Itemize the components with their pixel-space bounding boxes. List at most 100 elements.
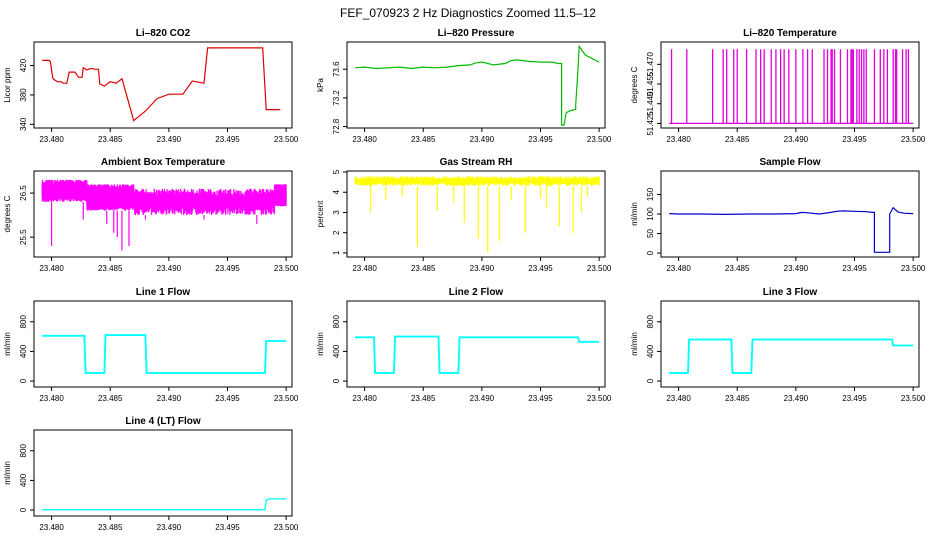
y-tick-label: 0 bbox=[19, 378, 28, 383]
x-tick-label: 23.500 bbox=[901, 264, 926, 273]
noise-band bbox=[354, 176, 600, 187]
plot-area bbox=[669, 338, 914, 374]
y-tick-label: 420 bbox=[19, 58, 28, 72]
y-axis-label: Licor ppm bbox=[3, 67, 12, 102]
y-tick-label: 800 bbox=[646, 315, 655, 329]
noise-band bbox=[273, 184, 287, 207]
y-tick-label: 150 bbox=[646, 187, 655, 201]
y-tick-label: 1 bbox=[332, 250, 341, 255]
x-tick-label: 23.495 bbox=[528, 135, 553, 144]
x-tick-label: 23.495 bbox=[842, 264, 867, 273]
panel-line2: Line 2 Flow ml/min 23.480 23.485 23.490 23.49… bbox=[316, 287, 612, 403]
x-tick-label: 23.495 bbox=[528, 394, 553, 403]
y-tick-label: 0 bbox=[19, 507, 28, 512]
y-tick-label: 800 bbox=[19, 315, 28, 329]
plot-frame bbox=[33, 41, 293, 129]
y-tick-label: 51.470 bbox=[646, 52, 655, 77]
plot-frame bbox=[346, 41, 606, 129]
x-tick-label: 23.490 bbox=[470, 394, 495, 403]
x-tick-label: 23.495 bbox=[215, 264, 240, 273]
x-tick-label: 23.485 bbox=[98, 523, 123, 532]
plot-area bbox=[354, 176, 600, 253]
y-axis-label: ml/min bbox=[630, 332, 639, 356]
x-tick-label: 23.500 bbox=[274, 394, 299, 403]
plot-frame bbox=[346, 300, 606, 388]
x-tick-label: 23.495 bbox=[528, 264, 553, 273]
noise-band bbox=[133, 188, 276, 216]
panel-line3: Line 3 Flow ml/min 23.480 23.485 23.490 23.49… bbox=[630, 287, 926, 403]
series-line-0 bbox=[669, 206, 914, 253]
plot-frame bbox=[660, 170, 920, 258]
x-tick-label: 23.500 bbox=[274, 135, 299, 144]
x-tick-label: 23.480 bbox=[39, 264, 64, 273]
y-tick-label: 51.455 bbox=[646, 71, 655, 96]
series-line-0 bbox=[355, 44, 600, 126]
x-tick-label: 23.485 bbox=[411, 394, 436, 403]
y-tick-label: 0 bbox=[332, 378, 341, 383]
x-tick-label: 23.485 bbox=[725, 264, 750, 273]
series-band bbox=[669, 338, 914, 374]
y-tick-label: 0 bbox=[646, 378, 655, 383]
x-tick-label: 23.500 bbox=[587, 135, 612, 144]
y-tick-label: 51.425 bbox=[646, 111, 655, 136]
plot-frame bbox=[33, 170, 293, 258]
panel-title: Ambient Box Temperature bbox=[101, 157, 226, 168]
x-tick-label: 23.490 bbox=[470, 264, 495, 273]
series-line-0 bbox=[355, 336, 600, 374]
y-tick-label: 400 bbox=[19, 473, 28, 487]
y-tick-label: 800 bbox=[332, 315, 341, 329]
x-tick-label: 23.480 bbox=[352, 264, 377, 273]
series-line-0 bbox=[42, 47, 281, 122]
plot-frame bbox=[33, 429, 293, 517]
plot-frame bbox=[660, 300, 920, 388]
y-tick-label: 400 bbox=[646, 344, 655, 358]
x-tick-label: 23.495 bbox=[215, 135, 240, 144]
x-tick-label: 23.495 bbox=[215, 523, 240, 532]
panel-temperature: Li–820 Temperature degrees C 23.480 23.485 2… bbox=[630, 28, 926, 144]
y-tick-label: 73.6 bbox=[332, 61, 341, 77]
panel-title: Line 3 Flow bbox=[763, 287, 818, 298]
x-tick-label: 23.500 bbox=[274, 264, 299, 273]
y-tick-label: 800 bbox=[19, 444, 28, 458]
x-tick-label: 23.485 bbox=[411, 135, 436, 144]
y-axis-label: percent bbox=[316, 200, 325, 227]
y-tick-label: 50 bbox=[646, 229, 655, 238]
y-tick-label: 25.5 bbox=[19, 229, 28, 245]
x-tick-label: 23.495 bbox=[842, 135, 867, 144]
series-band bbox=[42, 498, 287, 511]
x-tick-label: 23.500 bbox=[587, 264, 612, 273]
plot-area bbox=[355, 44, 600, 126]
plot-area bbox=[669, 49, 914, 125]
y-axis-label: ml/min bbox=[630, 202, 639, 226]
series-line-0 bbox=[42, 498, 287, 511]
panel-pressure: Li–820 Pressure kPa 23.480 23.485 23.490 23.4… bbox=[316, 28, 612, 144]
panel-co2: Li–820 CO2 Licor ppm 23.480 23.485 23.490 23.… bbox=[3, 28, 299, 144]
x-tick-label: 23.490 bbox=[784, 264, 809, 273]
plot-area bbox=[42, 47, 281, 122]
series-band bbox=[355, 335, 600, 374]
y-tick-label: 400 bbox=[19, 344, 28, 358]
y-tick-label: 4 bbox=[332, 189, 341, 194]
y-axis-label: kPa bbox=[316, 78, 325, 92]
y-axis-label: degrees C bbox=[3, 195, 12, 232]
y-axis-label: ml/min bbox=[316, 332, 325, 356]
y-tick-label: 340 bbox=[19, 117, 28, 131]
y-tick-label: 51.440 bbox=[646, 91, 655, 116]
plot-area bbox=[42, 498, 287, 511]
plot-area bbox=[355, 335, 600, 374]
x-tick-label: 23.480 bbox=[352, 135, 377, 144]
noise-band bbox=[41, 179, 88, 202]
series-band bbox=[42, 334, 287, 374]
panel-title: Li–820 CO2 bbox=[136, 28, 191, 39]
panel-title: Line 2 Flow bbox=[449, 287, 504, 298]
x-tick-label: 23.485 bbox=[98, 135, 123, 144]
x-tick-label: 23.495 bbox=[842, 394, 867, 403]
y-tick-label: 100 bbox=[646, 207, 655, 221]
x-tick-label: 23.485 bbox=[411, 264, 436, 273]
panel-title: Sample Flow bbox=[759, 157, 820, 168]
x-tick-label: 23.490 bbox=[157, 394, 182, 403]
y-axis-label: ml/min bbox=[3, 461, 12, 485]
x-tick-label: 23.500 bbox=[274, 523, 299, 532]
x-tick-label: 23.485 bbox=[725, 135, 750, 144]
